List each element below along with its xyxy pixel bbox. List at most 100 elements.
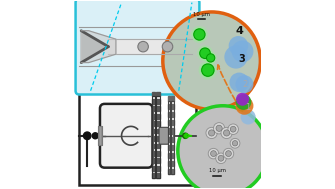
Circle shape <box>229 73 249 92</box>
Polygon shape <box>156 92 160 96</box>
Polygon shape <box>156 106 160 111</box>
Circle shape <box>208 148 219 159</box>
Circle shape <box>236 93 249 106</box>
Circle shape <box>221 127 232 139</box>
Circle shape <box>228 124 239 134</box>
Polygon shape <box>171 145 174 150</box>
Polygon shape <box>168 129 170 134</box>
Circle shape <box>216 125 222 131</box>
Circle shape <box>178 106 268 189</box>
Circle shape <box>230 138 240 148</box>
Polygon shape <box>151 129 155 133</box>
Circle shape <box>199 47 211 59</box>
Polygon shape <box>156 144 160 148</box>
Polygon shape <box>156 173 160 178</box>
Circle shape <box>204 52 217 64</box>
Polygon shape <box>156 158 160 163</box>
Circle shape <box>197 45 213 61</box>
Bar <box>151 96 155 178</box>
Circle shape <box>241 109 256 125</box>
Circle shape <box>201 63 215 77</box>
FancyBboxPatch shape <box>100 104 152 168</box>
Polygon shape <box>156 151 160 156</box>
Circle shape <box>236 97 253 115</box>
Circle shape <box>83 132 91 139</box>
Polygon shape <box>171 112 174 117</box>
Polygon shape <box>151 173 155 178</box>
Circle shape <box>232 141 238 146</box>
Polygon shape <box>156 99 160 104</box>
Circle shape <box>206 53 215 63</box>
Polygon shape <box>151 92 155 96</box>
Polygon shape <box>171 120 174 125</box>
Polygon shape <box>171 169 174 174</box>
Circle shape <box>202 64 214 76</box>
Polygon shape <box>171 161 174 166</box>
Text: 10 μm: 10 μm <box>193 12 210 17</box>
Circle shape <box>211 151 216 156</box>
Polygon shape <box>168 161 170 166</box>
Circle shape <box>230 126 236 132</box>
Polygon shape <box>151 144 155 148</box>
Polygon shape <box>151 136 155 141</box>
Circle shape <box>194 29 205 40</box>
Circle shape <box>229 36 248 56</box>
Polygon shape <box>171 104 174 109</box>
Circle shape <box>92 133 98 139</box>
Circle shape <box>162 41 173 52</box>
Polygon shape <box>168 153 170 158</box>
Polygon shape <box>168 112 170 117</box>
Circle shape <box>225 151 231 156</box>
Polygon shape <box>151 158 155 163</box>
Polygon shape <box>151 121 155 126</box>
Polygon shape <box>151 166 155 170</box>
Circle shape <box>200 48 210 58</box>
Polygon shape <box>168 104 170 109</box>
Polygon shape <box>151 151 155 156</box>
Circle shape <box>206 54 215 62</box>
Text: 3: 3 <box>239 54 245 64</box>
Circle shape <box>206 127 217 139</box>
Polygon shape <box>151 106 155 111</box>
Circle shape <box>183 133 188 138</box>
Polygon shape <box>168 96 170 101</box>
Circle shape <box>163 12 260 109</box>
Polygon shape <box>81 31 109 63</box>
Polygon shape <box>109 39 192 54</box>
Bar <box>156 96 160 178</box>
Polygon shape <box>156 166 160 170</box>
Polygon shape <box>81 31 116 63</box>
Circle shape <box>191 26 208 43</box>
Polygon shape <box>151 114 155 119</box>
Polygon shape <box>151 99 155 104</box>
Circle shape <box>213 123 225 134</box>
Circle shape <box>218 155 224 161</box>
Polygon shape <box>168 145 170 150</box>
Polygon shape <box>168 120 170 125</box>
Polygon shape <box>168 169 170 174</box>
Circle shape <box>193 28 206 41</box>
Circle shape <box>216 153 226 163</box>
Circle shape <box>224 45 248 69</box>
Text: 10 μm: 10 μm <box>209 168 226 173</box>
Polygon shape <box>171 137 174 142</box>
Circle shape <box>232 40 253 62</box>
FancyBboxPatch shape <box>159 127 169 144</box>
Circle shape <box>223 148 234 159</box>
Polygon shape <box>156 121 160 126</box>
Polygon shape <box>156 136 160 141</box>
Polygon shape <box>156 114 160 119</box>
Bar <box>98 126 102 145</box>
Polygon shape <box>171 153 174 158</box>
Polygon shape <box>156 129 160 133</box>
Circle shape <box>138 41 148 52</box>
Polygon shape <box>171 129 174 134</box>
FancyBboxPatch shape <box>76 0 199 94</box>
Text: 2: 2 <box>242 80 248 89</box>
Text: 1: 1 <box>245 103 250 112</box>
Text: 4: 4 <box>235 26 243 36</box>
Polygon shape <box>171 96 174 101</box>
Circle shape <box>199 61 217 79</box>
Bar <box>168 101 170 174</box>
Circle shape <box>223 130 230 136</box>
